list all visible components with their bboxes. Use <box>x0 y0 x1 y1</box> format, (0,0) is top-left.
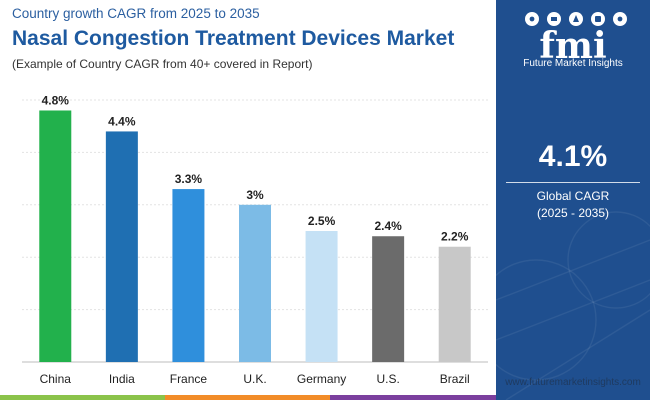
global-cagr-value: 4.1% <box>538 140 608 173</box>
bar-us <box>372 236 405 362</box>
global-cagr-panel: fmi Future Market Insights 4.1% Global C… <box>496 0 650 400</box>
x-tick-label: France <box>170 372 208 386</box>
color-strip <box>0 395 496 400</box>
x-tick-label: Germany <box>297 372 346 386</box>
fmi-logo-icon: fmi <box>525 12 627 64</box>
chart-note: (Example of Country CAGR from 40+ covere… <box>12 57 313 71</box>
strip-segment-purple <box>330 395 496 400</box>
x-tick-label: Brazil <box>440 372 470 386</box>
panel-background-art <box>496 211 650 400</box>
data-label: 4.8% <box>42 93 70 107</box>
bar-china <box>39 110 72 362</box>
global-cagr-label: Global CAGR <box>536 189 610 203</box>
bar-india <box>105 131 138 362</box>
bar-germany <box>305 231 338 362</box>
bar-brazil <box>438 246 471 362</box>
cagr-divider <box>506 182 640 183</box>
data-label: 2.2% <box>441 230 469 244</box>
data-label: 2.5% <box>308 214 336 228</box>
page-title: Nasal Congestion Treatment Devices Marke… <box>12 27 455 50</box>
strip-segment-green <box>0 395 165 400</box>
x-tick-label: India <box>109 372 135 386</box>
data-label: 3.3% <box>175 172 203 186</box>
data-label: 3% <box>246 188 264 202</box>
chart-subtitle: Country growth CAGR from 2025 to 2035 <box>12 6 260 21</box>
x-tick-label: U.K. <box>243 372 266 386</box>
global-cagr-period: (2025 - 2035) <box>536 206 610 220</box>
brand-name: Future Market Insights <box>523 58 623 69</box>
bar-chart: 4.8% 4.4% 3.3% 3% 2.5% 2.4% 2.2% China India Fra… <box>22 93 488 386</box>
data-label: 2.4% <box>374 219 402 233</box>
website-link[interactable]: www.futuremarketinsights.com <box>505 377 641 388</box>
bar-france <box>172 189 205 362</box>
data-label: 4.4% <box>108 114 136 128</box>
fmi-logo-letters: fmi <box>539 25 606 64</box>
x-tick-label: U.S. <box>376 372 399 386</box>
strip-segment-orange <box>165 395 330 400</box>
x-tick-label: China <box>40 372 72 386</box>
bar-uk <box>239 204 271 362</box>
